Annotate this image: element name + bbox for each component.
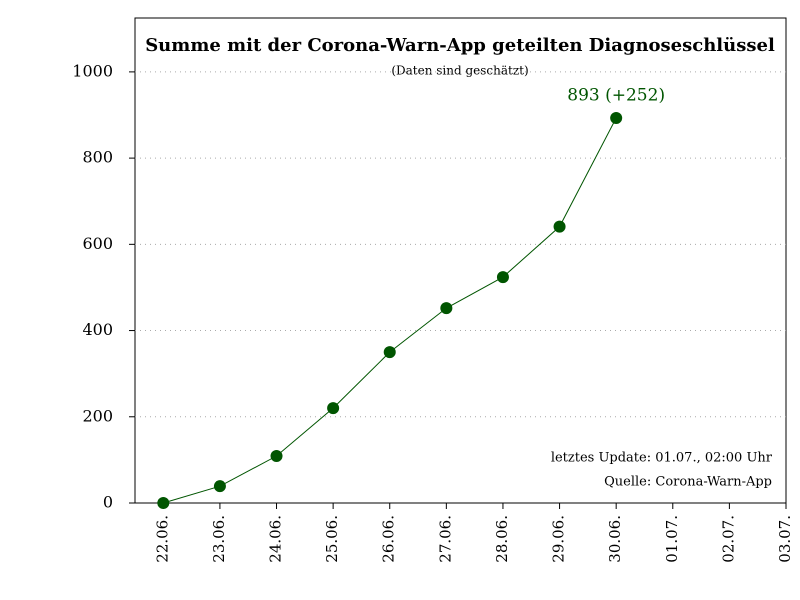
x-tick-label: 24.06. [267, 515, 285, 563]
data-point [327, 402, 340, 415]
plot-frame [134, 17, 787, 504]
x-tick-label: 30.06. [606, 515, 624, 563]
series-line [163, 117, 617, 504]
data-point [610, 112, 623, 125]
data-point [383, 346, 396, 359]
x-tick-label: 02.07. [719, 515, 737, 563]
x-tick-label: 27.06. [436, 515, 454, 563]
x-tick-label: 25.06. [323, 515, 341, 563]
y-tick-label: 600 [82, 234, 113, 253]
note: letztes Update: 01.07., 02:00 Uhr [551, 451, 773, 466]
data-point [213, 480, 226, 493]
note: Quelle: Corona-Warn-App [604, 475, 772, 490]
x-tick-label: 01.07. [663, 515, 681, 563]
y-tick-label: 0 [103, 493, 113, 512]
x-tick-label: 29.06. [550, 515, 568, 563]
chart-subtitle: (Daten sind geschätzt) [391, 64, 528, 78]
x-tick-label: 22.06. [153, 515, 171, 563]
data-point [553, 220, 566, 233]
data-point [440, 302, 453, 315]
y-tick-label: 200 [82, 406, 113, 425]
data-point [270, 450, 283, 463]
chart-title: Summe mit der Corona-Warn-App geteilten … [145, 35, 775, 56]
annotation: 893 (+252) [567, 86, 665, 106]
y-tick-label: 1000 [72, 61, 113, 80]
x-tick-label: 26.06. [380, 515, 398, 563]
data-point [157, 497, 170, 509]
data-point [496, 271, 509, 284]
y-tick-label: 800 [82, 148, 113, 167]
y-tick-label: 400 [82, 320, 113, 339]
x-tick-label: 03.07. [776, 515, 794, 563]
x-tick-label: 28.06. [493, 515, 511, 563]
x-tick-label: 23.06. [210, 515, 228, 563]
